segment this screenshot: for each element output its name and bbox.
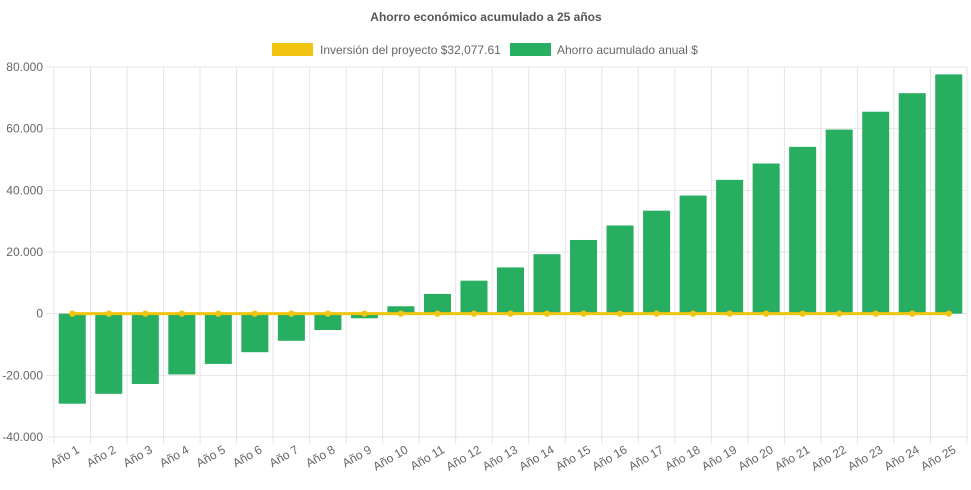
bar-ahorro-8[interactable] (314, 313, 342, 331)
investment-point-5[interactable] (215, 310, 222, 317)
x-tick-label: Año 3 (121, 442, 155, 470)
investment-point-19[interactable] (726, 310, 733, 317)
x-tick-label: Año 20 (736, 442, 776, 473)
x-tick-label: Año 2 (84, 442, 118, 470)
x-tick-label: Año 16 (590, 442, 630, 473)
bar-ahorro-14[interactable] (533, 254, 561, 314)
x-axis: Año 1 Año 2 Año 3 Año 4 Año 5 Año 6 Año 7 Año 8… (48, 442, 959, 473)
investment-point-17[interactable] (653, 310, 660, 317)
bar-ahorro-3[interactable] (131, 313, 159, 384)
x-tick-label: Año 8 (303, 442, 337, 470)
bar-ahorro-10[interactable] (387, 306, 415, 314)
investment-point-12[interactable] (470, 310, 478, 317)
x-tick-label: Año 15 (553, 442, 593, 473)
bar-ahorro-19[interactable] (716, 179, 744, 314)
x-tick-label: Año 22 (809, 442, 849, 473)
bar-ahorro-18[interactable] (679, 195, 707, 314)
investment-point-18[interactable] (689, 310, 697, 317)
bar-ahorro-15[interactable] (570, 239, 598, 314)
y-axis: 80.000 60.000 40.000 20.000 0 -20.000 -40.000 (2, 60, 43, 444)
investment-point-1[interactable] (69, 310, 76, 317)
bar-ahorro-7[interactable] (277, 313, 305, 341)
legend-label-investment[interactable]: Inversión del proyecto $32,077.61 (320, 43, 501, 57)
investment-point-15[interactable] (580, 310, 587, 317)
investment-point-22[interactable] (835, 310, 843, 317)
bar-ahorro-16[interactable] (606, 225, 634, 314)
y-tick-label: 20.000 (6, 245, 43, 259)
investment-point-23[interactable] (872, 310, 879, 317)
investment-point-7[interactable] (288, 310, 295, 317)
bar-ahorro-25[interactable] (935, 74, 963, 314)
bar-ahorro-2[interactable] (95, 313, 123, 394)
x-tick-label: Año 18 (663, 442, 703, 473)
x-tick-label: Año 17 (626, 442, 666, 473)
x-tick-label: Año 21 (772, 442, 812, 473)
x-tick-label: Año 11 (408, 442, 447, 473)
x-tick-label: Año 5 (194, 442, 228, 470)
bar-ahorro-6[interactable] (241, 313, 269, 353)
legend-label-savings[interactable]: Ahorro acumulado anual $ (557, 43, 698, 57)
x-tick-label: Año 7 (267, 442, 301, 470)
x-tick-label: Año 1 (48, 442, 82, 470)
investment-point-14[interactable] (543, 310, 551, 317)
x-tick-label: Año 24 (882, 442, 922, 473)
x-tick-label: Año 13 (480, 442, 520, 473)
line-series (69, 310, 952, 317)
bar-ahorro-23[interactable] (862, 111, 890, 314)
bar-ahorro-22[interactable] (825, 129, 853, 314)
x-tick-label: Año 9 (340, 442, 374, 470)
bar-series (58, 74, 963, 404)
investment-point-20[interactable] (762, 310, 770, 317)
bar-ahorro-5[interactable] (204, 313, 232, 364)
investment-point-10[interactable] (397, 310, 405, 317)
chart-title: Ahorro económico acumulado a 25 años (370, 10, 602, 24)
investment-point-3[interactable] (142, 310, 149, 317)
y-tick-label: -20.000 (2, 368, 43, 382)
investment-point-24[interactable] (909, 310, 916, 317)
y-tick-label: -40.000 (2, 430, 43, 444)
bar-ahorro-13[interactable] (496, 267, 525, 314)
investment-point-8[interactable] (324, 310, 332, 317)
bar-ahorro-12[interactable] (460, 280, 488, 314)
grid-lines (46, 66, 968, 444)
chart-legend[interactable]: Inversión del proyecto $32,077.61 Ahorro… (272, 43, 698, 57)
investment-point-21[interactable] (799, 310, 806, 317)
bar-ahorro-1[interactable] (58, 313, 86, 404)
legend-swatch-investment[interactable] (272, 43, 313, 56)
bar-ahorro-11[interactable] (423, 293, 451, 314)
investment-point-25[interactable] (945, 310, 952, 317)
bar-ahorro-24[interactable] (898, 93, 926, 314)
x-tick-label: Año 6 (230, 442, 264, 470)
y-tick-label: 80.000 (6, 60, 43, 74)
investment-point-13[interactable] (507, 310, 514, 317)
x-tick-label: Año 4 (157, 442, 191, 470)
investment-point-2[interactable] (105, 310, 112, 317)
x-tick-label: Año 12 (444, 442, 484, 473)
investment-point-6[interactable] (251, 310, 259, 317)
y-tick-label: 0 (36, 307, 43, 321)
x-tick-label: Año 19 (699, 442, 739, 473)
bar-ahorro-21[interactable] (789, 146, 817, 314)
bar-ahorro-20[interactable] (752, 163, 780, 314)
bar-ahorro-17[interactable] (643, 210, 671, 314)
investment-point-11[interactable] (434, 310, 441, 317)
investment-point-16[interactable] (616, 310, 624, 317)
x-tick-label: Año 14 (517, 442, 557, 473)
y-tick-label: 60.000 (6, 122, 43, 136)
x-tick-label: Año 10 (370, 442, 410, 473)
bar-ahorro-4[interactable] (168, 313, 196, 375)
investment-point-9[interactable] (361, 310, 368, 317)
legend-swatch-savings[interactable] (510, 43, 551, 56)
y-tick-label: 40.000 (6, 183, 43, 197)
x-tick-label: Año 25 (918, 442, 958, 473)
x-tick-label: Año 23 (845, 442, 885, 473)
investment-point-4[interactable] (178, 310, 186, 317)
